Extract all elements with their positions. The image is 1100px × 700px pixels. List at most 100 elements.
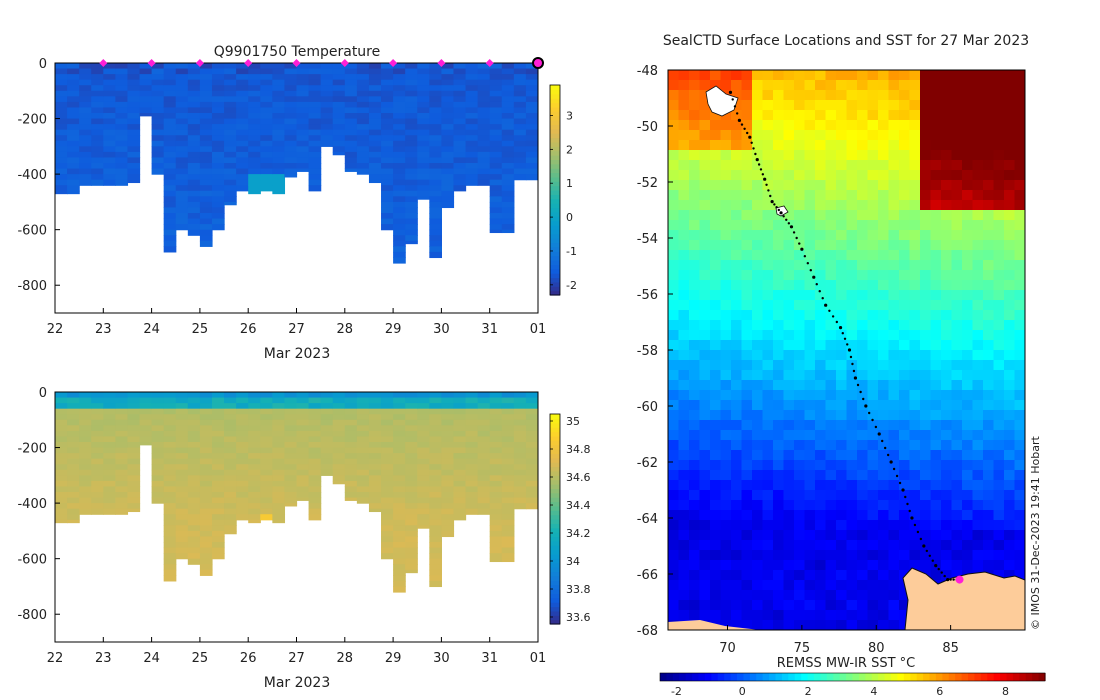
section-cell	[368, 497, 382, 504]
sst-cell	[941, 400, 953, 411]
sst-cell	[720, 610, 732, 621]
sst-cell	[689, 260, 701, 271]
section-cell	[501, 542, 515, 549]
sst-cell	[1004, 140, 1016, 151]
sst-cell	[962, 440, 974, 451]
section-cell	[381, 414, 394, 421]
section-cell	[127, 140, 141, 147]
sst-cell	[752, 590, 764, 601]
section-cell	[356, 96, 370, 103]
colorbar-swatch	[550, 545, 560, 551]
section-cell	[296, 74, 310, 81]
colorbar-swatch	[833, 673, 841, 681]
sst-cell	[794, 400, 806, 411]
sst-cell	[836, 610, 848, 621]
sst-cell	[846, 140, 858, 151]
sst-cell	[741, 350, 753, 361]
sst-cell	[752, 150, 764, 161]
sst-cell	[815, 360, 827, 371]
section-cell	[525, 118, 538, 125]
section-cell	[296, 68, 310, 75]
section-cell	[453, 475, 467, 482]
colorbar-swatch	[717, 673, 725, 681]
section-cell	[139, 419, 153, 426]
sst-cell	[836, 340, 848, 351]
sst-cell	[825, 140, 837, 151]
section-cell	[489, 453, 503, 460]
section-cell	[175, 414, 189, 421]
section-cell	[429, 392, 442, 399]
section-cell	[199, 464, 213, 471]
section-cell	[248, 392, 261, 399]
sst-cell	[951, 430, 963, 441]
section-cell	[163, 229, 177, 236]
section-cell	[489, 414, 503, 421]
section-cell	[513, 146, 527, 153]
section-cell	[175, 419, 189, 426]
section-cell	[320, 79, 334, 86]
track-point	[853, 376, 858, 380]
salinity-x-label: Mar 2023	[264, 675, 331, 691]
sst-cell	[741, 300, 753, 311]
section-cell	[405, 207, 418, 214]
section-cell	[453, 414, 467, 421]
sst-cell	[689, 290, 701, 301]
section-cell	[67, 151, 80, 159]
sst-cell	[752, 220, 764, 231]
section-cell	[417, 118, 430, 125]
sst-cell	[836, 280, 848, 291]
section-cell	[236, 430, 249, 438]
sst-cell	[941, 110, 953, 121]
section-cell	[429, 408, 442, 415]
section-cell	[272, 475, 286, 482]
section-cell	[211, 96, 225, 103]
colorbar-swatch	[550, 615, 560, 621]
section-cell	[501, 503, 515, 510]
section-cell	[405, 213, 418, 220]
section-cell	[489, 146, 503, 153]
section-cell	[405, 486, 418, 493]
section-cell	[187, 436, 201, 443]
y-tick-label: -400	[17, 168, 47, 183]
sst-cell	[1014, 460, 1025, 471]
section-cell	[465, 107, 479, 114]
sst-cell	[689, 370, 701, 381]
sst-cell	[689, 280, 701, 291]
section-cell	[224, 190, 237, 197]
section-cell	[139, 430, 153, 438]
sst-cell	[909, 280, 921, 291]
section-cell	[127, 85, 141, 92]
sst-cell	[983, 300, 995, 311]
sst-cell	[678, 590, 690, 601]
colorbar-swatch	[730, 673, 738, 681]
sst-cell	[983, 240, 995, 251]
section-cell	[405, 124, 418, 131]
section-cell	[477, 447, 491, 454]
section-cell	[163, 508, 177, 515]
sst-cell	[668, 130, 680, 141]
section-cell	[199, 458, 213, 465]
section-cell	[320, 458, 334, 465]
section-cell	[344, 107, 358, 114]
section-cell	[187, 118, 201, 125]
section-cell	[284, 124, 298, 131]
section-cell	[381, 519, 394, 526]
section-cell	[55, 464, 68, 471]
section-cell	[224, 514, 237, 521]
sst-cell	[962, 410, 974, 421]
section-cell	[296, 113, 310, 120]
sst-cell	[878, 310, 890, 321]
sst-cell	[983, 410, 995, 421]
section-cell	[187, 519, 201, 526]
sst-cell	[1014, 190, 1025, 201]
sst-cell	[678, 170, 690, 181]
sst-cell	[888, 240, 900, 251]
section-cell	[211, 201, 225, 209]
sst-cell	[710, 380, 722, 391]
sst-cell	[857, 360, 869, 371]
sst-cell	[825, 300, 837, 311]
section-cell	[199, 224, 213, 231]
sst-cell	[815, 520, 827, 531]
sst-cell	[699, 300, 711, 311]
